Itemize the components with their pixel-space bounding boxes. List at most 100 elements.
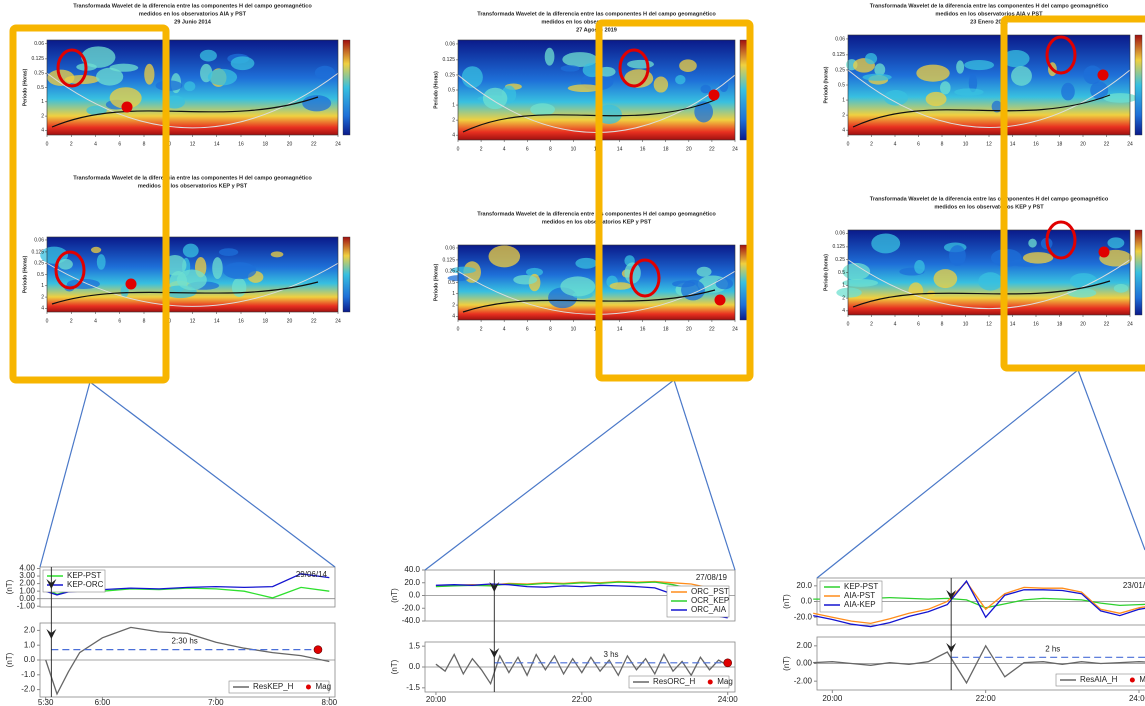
x-tick-label: 12 — [986, 321, 992, 327]
wavelet-blob — [1011, 66, 1032, 86]
x-tick-label: 14 — [214, 318, 220, 324]
wavelet-blob — [200, 50, 217, 62]
connector — [425, 380, 674, 570]
x-tick-label: 2 — [870, 141, 873, 147]
wavelet-blob — [949, 245, 966, 266]
x-tick-label: 4 — [94, 318, 97, 324]
event-dot — [715, 295, 726, 306]
wavelet-blob — [1023, 252, 1053, 263]
x-tick-label: 4 — [503, 326, 506, 332]
y-axis-label: (nT) — [5, 579, 14, 594]
y-axis-label: Periodo (horas) — [823, 254, 829, 291]
y-axis-label: Periodo (Horas) — [22, 68, 28, 106]
y-tick-label: 0.25 — [835, 67, 845, 73]
x-tick-label: 0 — [847, 321, 850, 327]
mag-point — [314, 646, 322, 654]
y-tick-label: 20.0 — [796, 581, 812, 590]
y-tick-label: 2 — [41, 113, 44, 119]
y-tick-label: 4 — [41, 128, 44, 134]
y-tick-label: -1.5 — [406, 683, 420, 692]
x-tick-label: 22:00 — [572, 695, 593, 704]
y-tick-label: 2.0 — [24, 626, 36, 635]
x-tick-label: 18 — [262, 318, 268, 324]
wavelet-blob — [610, 282, 632, 289]
date-label: 27/08/19 — [696, 573, 728, 582]
x-tick-label: 8 — [143, 141, 146, 147]
y-tick-label: -20.0 — [402, 603, 421, 612]
wavelet-blob — [700, 85, 710, 94]
y-tick-label: 0.125 — [442, 257, 455, 263]
event-dot — [122, 102, 133, 113]
y-tick-label: -1.0 — [21, 670, 35, 679]
x-tick-label: 12 — [190, 318, 196, 324]
wavelet-blob — [956, 60, 964, 73]
y-tick-label: 4 — [842, 127, 845, 133]
wavelet-blob — [489, 245, 521, 267]
legend-label: KEP-PST — [67, 571, 101, 580]
y-tick-label: 4 — [842, 308, 845, 314]
x-tick-label: 20:00 — [822, 694, 843, 703]
y-tick-label: 0.06 — [835, 231, 845, 237]
wavelet-blob — [1103, 93, 1137, 103]
wavelet-title: Transformada Wavelet de la diferencia en… — [477, 11, 716, 17]
wavelet-blob — [183, 244, 199, 258]
y-tick-label: 0.25 — [34, 71, 44, 77]
legend-label: ORC_PST — [691, 587, 729, 596]
x-tick-label: 20 — [1080, 141, 1086, 147]
wavelet-blob — [916, 65, 949, 82]
wavelet-blob — [513, 275, 537, 284]
x-tick-label: 18 — [262, 141, 268, 147]
x-tick-label: 6 — [917, 141, 920, 147]
wavelet-title: medidos en los observatorios AIA y PST — [139, 11, 247, 17]
x-tick-label: 2 — [480, 146, 483, 152]
wavelet-blob — [184, 81, 195, 91]
x-tick-label: 7:00 — [208, 698, 224, 706]
x-tick-label: 8 — [549, 326, 552, 332]
wavelet-blob — [177, 270, 207, 291]
wavelet-blob — [934, 269, 958, 288]
y-tick-label: 1 — [842, 97, 845, 103]
x-tick-label: 22:00 — [976, 694, 997, 703]
y-axis-label: Periodo (Horas) — [433, 263, 439, 301]
wavelet-blob — [1114, 284, 1128, 293]
y-tick-label: 1.0 — [24, 640, 36, 649]
x-tick-label: 6 — [118, 141, 121, 147]
y-axis-label: (nT) — [390, 588, 399, 603]
date-label: 23/01/21 — [1123, 581, 1145, 590]
x-tick-label: 24:00 — [1129, 694, 1145, 703]
wavelet-blob — [679, 59, 697, 72]
x-tick-label: 18 — [1057, 141, 1063, 147]
x-tick-label: 24 — [1127, 321, 1133, 327]
y-tick-label: 20.0 — [404, 578, 420, 587]
x-tick-label: 12 — [986, 141, 992, 147]
y-tick-label: 0.125 — [832, 52, 845, 58]
wavelet-spectrum — [848, 35, 1130, 135]
wavelet-blob — [940, 81, 951, 94]
x-tick-label: 6 — [526, 146, 529, 152]
y-tick-label: 0.06 — [34, 237, 44, 243]
y-tick-label: 0.5 — [37, 85, 44, 91]
x-tick-label: 16 — [238, 318, 244, 324]
y-tick-label: 2.00 — [796, 641, 812, 650]
x-tick-label: 20:00 — [426, 695, 447, 704]
x-tick-label: 4 — [894, 141, 897, 147]
connector — [674, 380, 735, 570]
y-tick-label: 0.125 — [31, 249, 44, 255]
y-tick-label: 4 — [41, 306, 44, 312]
wavelet-blob — [232, 278, 246, 297]
y-tick-label: 0.0 — [409, 591, 421, 600]
y-tick-label: 0.125 — [442, 57, 455, 63]
wavelet-blob — [865, 53, 877, 64]
y-axis-label: Periodo (horas) — [823, 66, 829, 103]
wavelet-title: Transformada Wavelet de la diferencia en… — [870, 3, 1109, 9]
legend-label: ResORC_H — [653, 677, 695, 686]
wavelet-blob — [978, 272, 1002, 290]
y-axis-label: (nT) — [5, 652, 14, 667]
x-tick-label: 10 — [571, 146, 577, 152]
y-axis-label: (nT) — [782, 656, 791, 671]
y-tick-label: 0.0 — [24, 655, 36, 664]
x-tick-label: 6 — [917, 321, 920, 327]
x-tick-label: 22 — [311, 141, 317, 147]
y-axis-label: (nT) — [782, 594, 791, 609]
y-tick-label: 0.06 — [34, 41, 44, 47]
